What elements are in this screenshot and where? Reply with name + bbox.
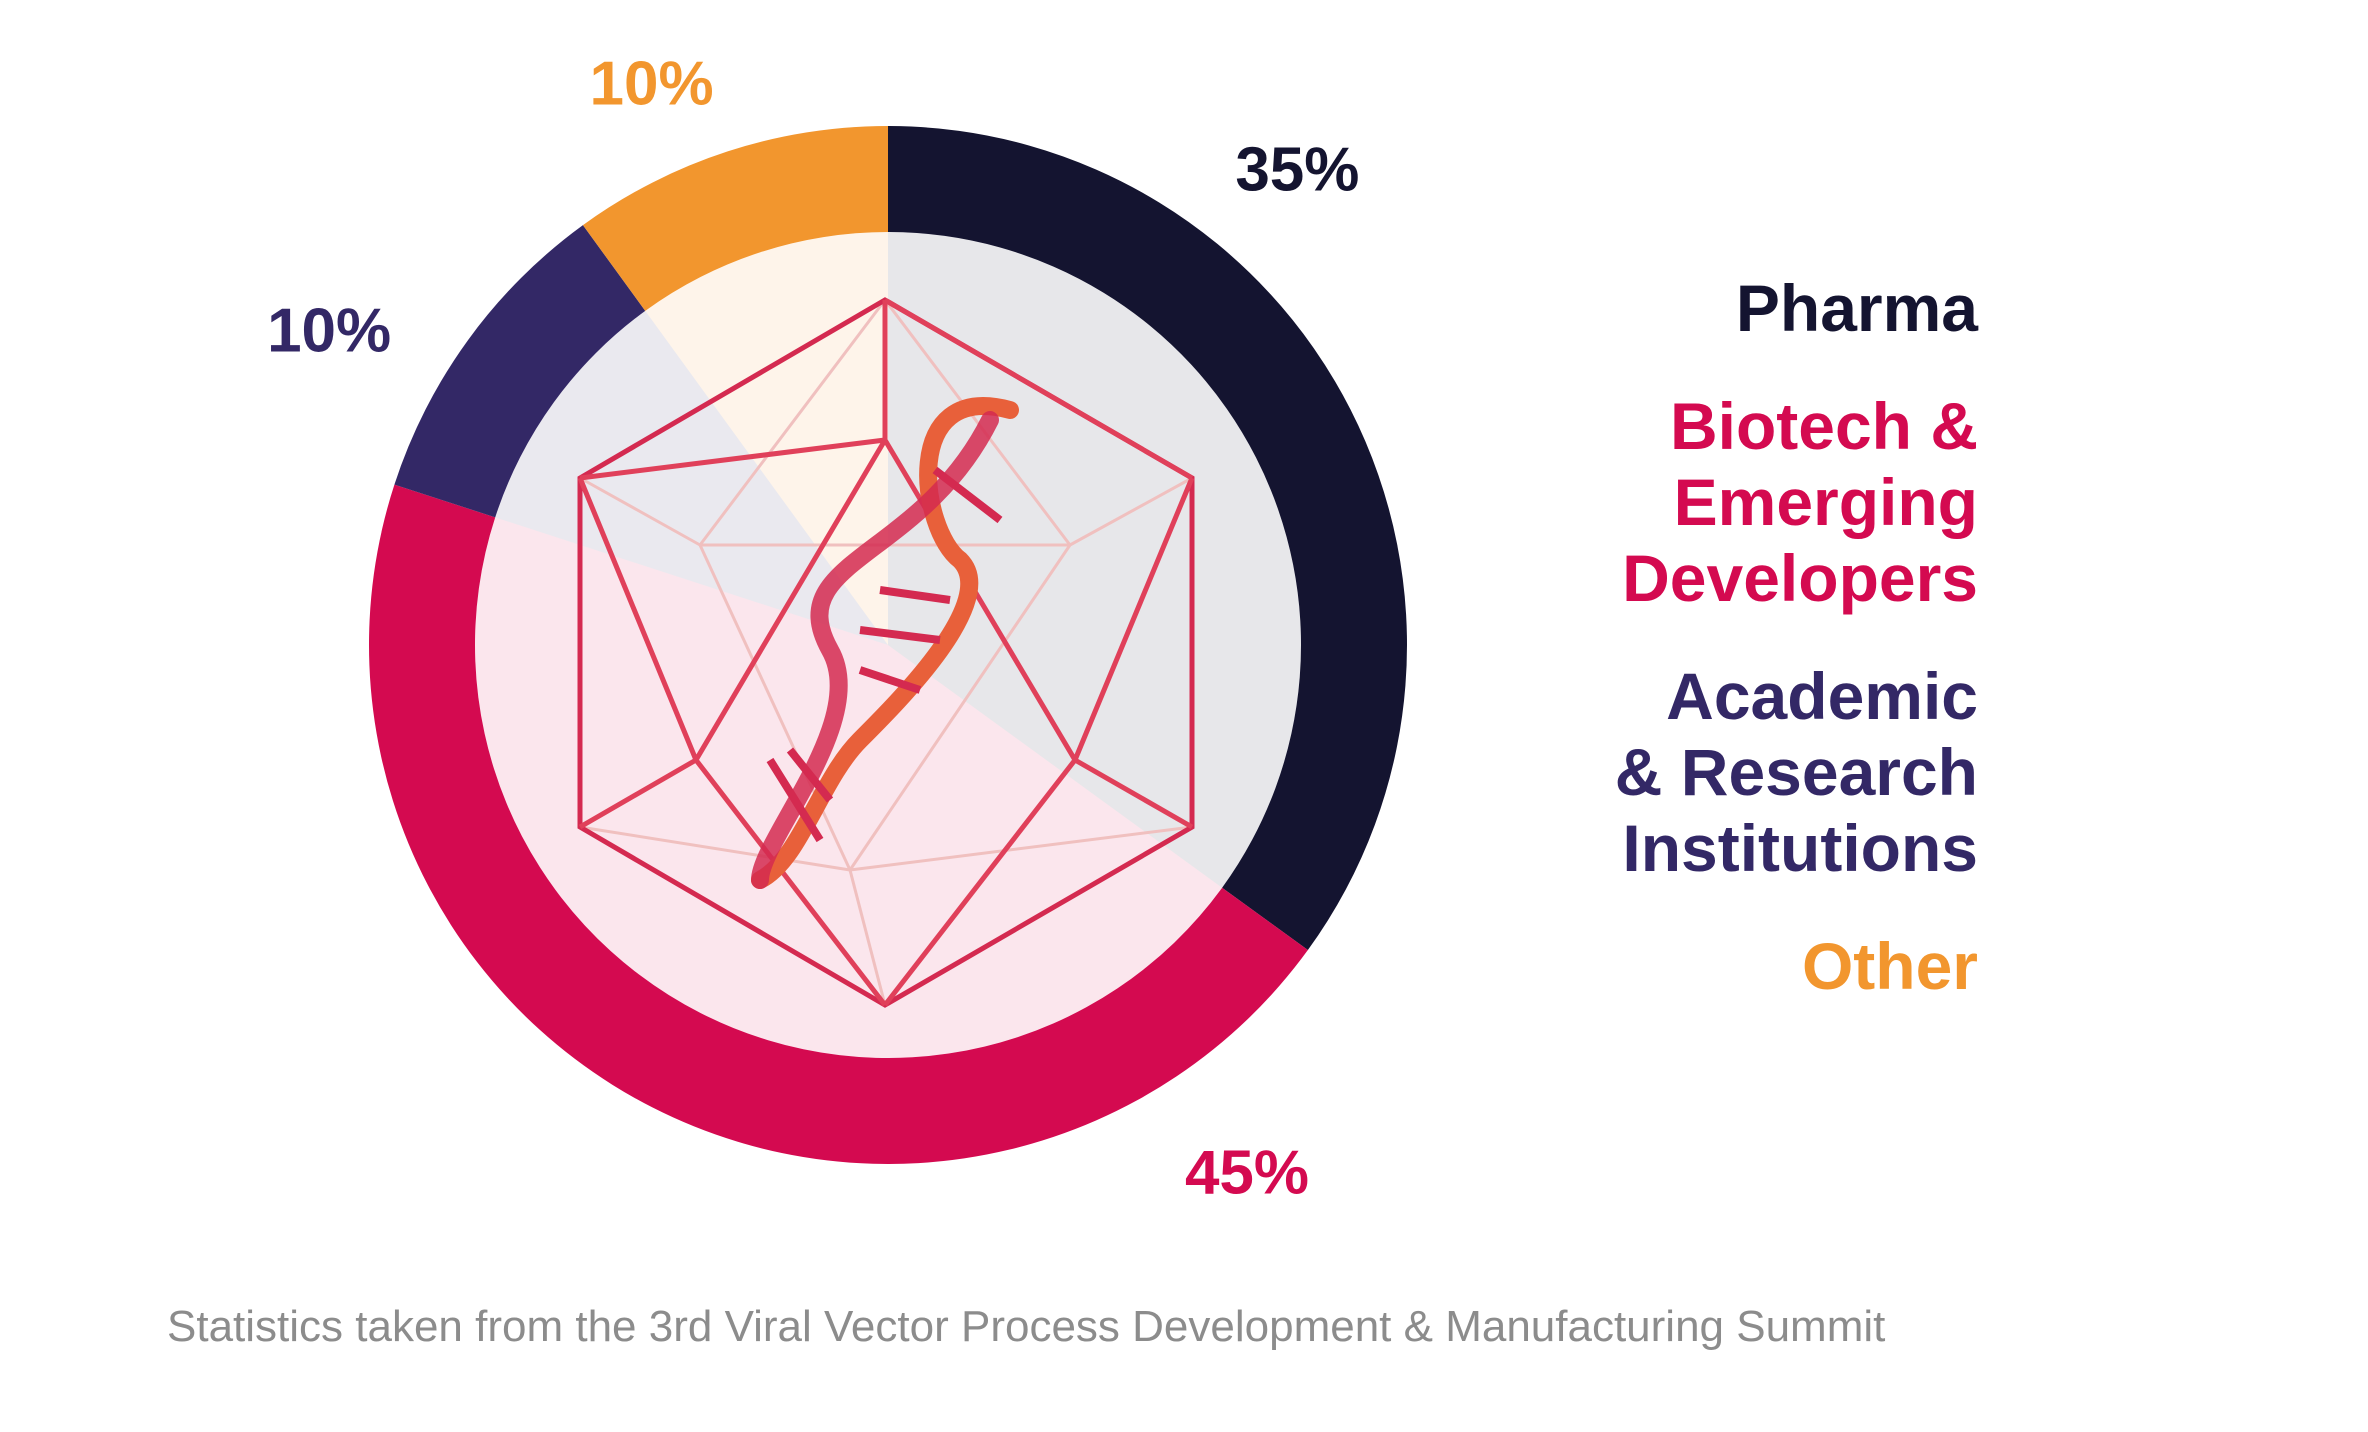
footnote: Statistics taken from the 3rd Viral Vect… <box>167 1302 1886 1351</box>
legend: Pharma Biotech & Emerging Developers Acade… <box>1606 270 1978 1046</box>
slice <box>582 126 888 311</box>
value-label: 10% <box>267 297 391 366</box>
legend-entry: Pharma <box>1735 271 1978 345</box>
legend-entry: Biotech & Emerging Developers <box>1622 389 1978 615</box>
slice-tint <box>495 310 888 645</box>
slice <box>369 484 1308 1164</box>
value-label: 10% <box>590 49 714 118</box>
slice <box>394 225 646 518</box>
legend-entry: Academic & Research Institutions <box>1614 659 1978 885</box>
slices <box>369 126 1407 1164</box>
legend-entry: Other <box>1801 929 1978 1003</box>
slice-tint <box>474 517 1223 1059</box>
virus-icon <box>577 297 1195 1008</box>
value-label: 35% <box>1235 135 1359 204</box>
value-label: 45% <box>1185 1139 1309 1208</box>
slice-tint <box>888 232 1301 888</box>
slice <box>888 126 1407 951</box>
